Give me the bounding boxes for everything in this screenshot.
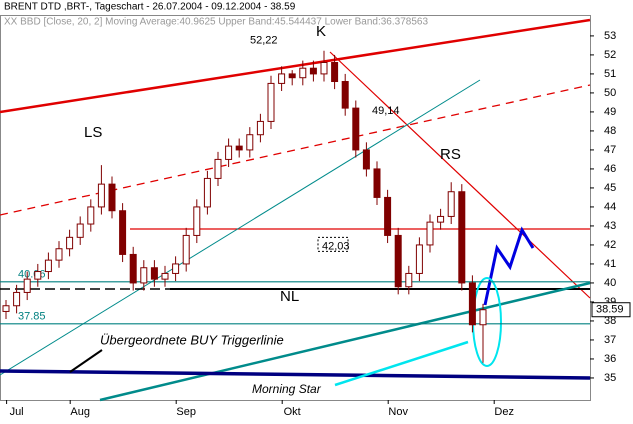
annotation: Übergeordnete BUY Triggerlinie	[100, 332, 284, 347]
y-tick-label: 43	[604, 220, 616, 232]
candle-body	[415, 244, 423, 274]
candle-body	[193, 206, 201, 236]
candle-body	[161, 272, 169, 280]
candle-body	[320, 62, 328, 75]
candle-body	[129, 253, 137, 284]
candle-body	[352, 107, 360, 151]
candle-body	[468, 282, 476, 326]
candle-body	[288, 73, 296, 79]
candle-body	[384, 196, 392, 236]
x-tick-label: Aug	[70, 406, 90, 418]
candle-body	[66, 236, 74, 250]
y-tick-label: 37	[604, 334, 616, 346]
price-label: 42,03	[322, 240, 350, 252]
y-tick-label: 48	[604, 125, 616, 137]
candle-body	[97, 183, 105, 208]
last-price: 38.59	[596, 304, 624, 316]
candle-body	[44, 259, 52, 273]
y-tick-label: 47	[604, 144, 616, 156]
candle-body	[87, 206, 95, 225]
plot-frame	[0, 15, 591, 401]
y-tick-label: 36	[604, 353, 616, 365]
y-tick-label: 44	[604, 201, 616, 213]
candle-body	[278, 73, 286, 84]
level-label: 37.85	[18, 311, 46, 323]
x-tick-label: Nov	[388, 406, 408, 418]
annotation: LS	[84, 124, 102, 141]
candle-body	[140, 267, 148, 284]
candle-body	[235, 145, 243, 151]
forecast-path	[483, 226, 535, 306]
candle-body	[373, 168, 381, 198]
candle-body	[2, 305, 10, 312]
candle-body	[426, 221, 434, 246]
candle-body	[267, 82, 275, 122]
x-tick-label: Dez	[494, 406, 514, 418]
annotation: Morning Star	[252, 382, 322, 396]
candle-body	[405, 272, 413, 288]
candle-body	[172, 263, 180, 274]
y-tick-label: 45	[604, 182, 616, 194]
x-tick-label: Jul	[10, 406, 24, 418]
chart-title: BRENT DTD ,BRT-, Tageschart - 26.07.2004…	[4, 2, 296, 13]
y-tick-label: 52	[604, 49, 616, 61]
candle-body	[23, 278, 31, 293]
candle-body	[246, 134, 254, 151]
selection-box	[317, 236, 349, 252]
candle-body	[76, 223, 84, 238]
price-label: 52,22	[250, 35, 278, 47]
pointer	[69, 349, 103, 373]
candle-body	[341, 81, 349, 109]
long-support	[0, 369, 591, 380]
candle-body	[299, 67, 307, 79]
y-tick-label: 53	[604, 30, 616, 42]
y-tick-label: 42	[604, 239, 616, 251]
candle-body	[150, 267, 158, 280]
annotation: K	[316, 23, 326, 40]
morning-star-line	[334, 340, 469, 387]
y-tick-label: 51	[604, 68, 616, 80]
candle-body	[309, 67, 317, 75]
candle-body	[256, 120, 264, 136]
x-tick-label: Sep	[176, 406, 196, 418]
price-label: 49,14	[372, 105, 400, 117]
candle-body	[331, 62, 339, 83]
candle-body	[447, 191, 455, 217]
candle-body	[108, 183, 116, 212]
level-label: 40.06	[18, 269, 46, 281]
y-tick-label: 46	[604, 163, 616, 175]
y-tick-label: 40	[604, 277, 616, 289]
y-tick-label: 49	[604, 106, 616, 118]
channel-line	[0, 79, 481, 376]
last-price-box	[591, 302, 631, 318]
candle-body	[458, 191, 466, 284]
y-tick-label: 41	[604, 258, 616, 270]
candle-body	[225, 145, 233, 160]
annotation: RS	[440, 146, 461, 163]
annotation: NL	[280, 288, 299, 305]
candle-body	[34, 271, 42, 280]
upper-trendline	[0, 18, 591, 114]
candle-body	[437, 215, 445, 223]
x-tick-label: Okt	[284, 406, 301, 418]
candle-body	[203, 177, 211, 208]
chart-subtitle: XX BBD [Close, 20, 2] Moving Average:40.…	[4, 17, 428, 28]
y-tick-label: 35	[604, 372, 616, 384]
candle-body	[182, 234, 190, 265]
candle-body	[55, 248, 63, 261]
resistance-line	[329, 51, 591, 299]
y-tick-label: 38	[604, 315, 616, 327]
y-tick-label: 50	[604, 87, 616, 99]
candle-body	[13, 291, 21, 307]
candle-body	[119, 210, 127, 255]
candle-body	[362, 149, 370, 170]
candle-body	[479, 309, 487, 326]
candle-body	[214, 158, 222, 179]
candle-body	[394, 234, 402, 288]
buy-triggerline	[99, 281, 591, 402]
